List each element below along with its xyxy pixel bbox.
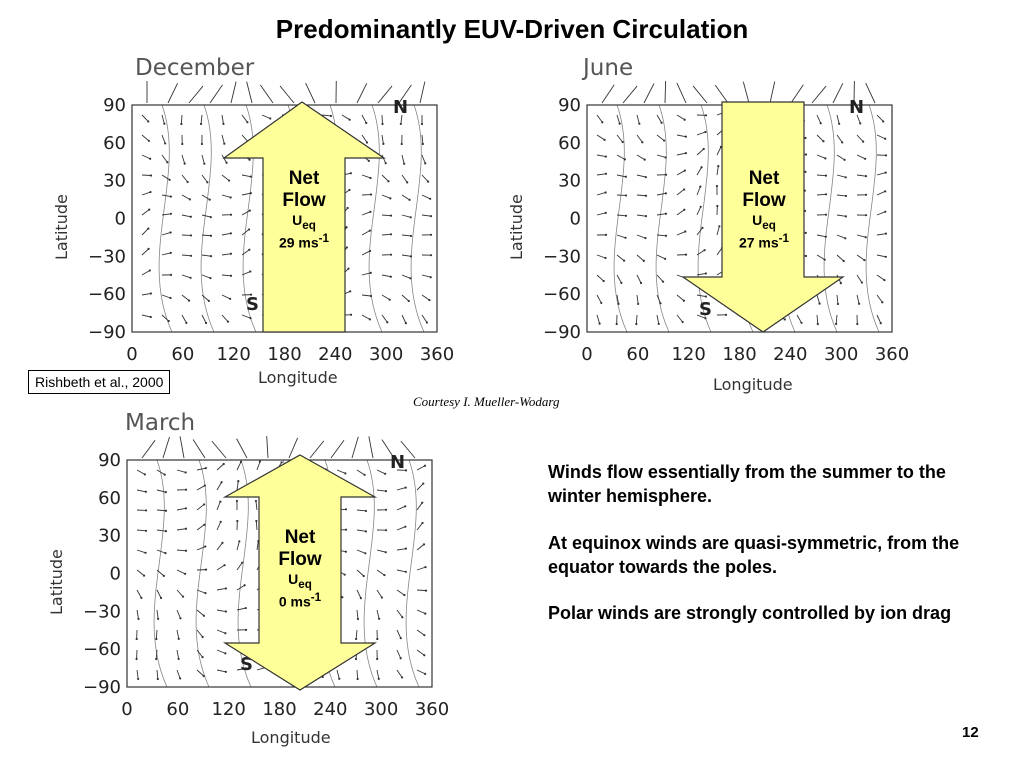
ueq-symbol: Ueq — [752, 211, 776, 232]
north-pole-label: N — [393, 97, 408, 118]
december-wind-map: December 90 60 30 0 −30 −60 −90 0 60 120 180 240 30… — [40, 50, 520, 395]
latitude-tick-label: 60 — [558, 133, 581, 154]
net-flow-arrow-down — [681, 101, 845, 333]
latitude-tick-label: −30 — [543, 246, 581, 267]
flow-text: Flow — [742, 189, 786, 211]
south-pole-label: S — [699, 299, 712, 320]
net-text: Net — [748, 168, 780, 189]
flow-text: Flow — [282, 189, 326, 211]
june-wind-map: June 90 60 30 0 −30 −60 −90 0 60 120 180 240 300 360… — [495, 50, 975, 395]
flow-speed: 0 ms-1 — [278, 590, 322, 610]
longitude-tick-label: 60 — [626, 344, 649, 365]
net-flow-label: Net Flow Ueq 29 ms-1 — [264, 168, 344, 251]
latitude-tick-label: −30 — [83, 601, 121, 622]
longitude-tick-label: 240 — [773, 344, 807, 365]
ueq-symbol: Ueq — [292, 211, 316, 232]
longitude-tick-label: 0 — [581, 344, 592, 365]
wind-plot-area — [131, 80, 438, 333]
longitude-tick-label: 180 — [722, 344, 756, 365]
flow-speed: 29 ms-1 — [278, 231, 330, 251]
longitude-ticks: 0 60 120 180 240 300 360 — [121, 699, 449, 720]
longitude-ticks: 0 60 120 180 240 300 360 — [581, 344, 909, 365]
y-axis-label: Latitude — [507, 194, 526, 260]
net-flow-arrow-up — [222, 101, 386, 333]
y-axis-label: Latitude — [52, 194, 71, 260]
note-polar-ion-drag: Polar winds are strongly controlled by i… — [548, 603, 952, 624]
latitude-tick-label: 60 — [103, 133, 126, 154]
longitude-tick-label: 0 — [126, 344, 137, 365]
longitude-tick-label: 180 — [267, 344, 301, 365]
latitude-ticks: 90 60 30 0 −30 −60 −90 — [83, 450, 121, 698]
latitude-tick-label: −30 — [88, 246, 126, 267]
net-flow-arrow-both — [222, 454, 378, 691]
south-pole-label: S — [246, 294, 259, 315]
latitude-tick-label: 0 — [570, 209, 581, 230]
latitude-tick-label: 30 — [98, 526, 121, 547]
latitude-tick-label: 0 — [115, 209, 126, 230]
latitude-tick-label: −90 — [543, 322, 581, 343]
longitude-tick-label: 360 — [415, 699, 449, 720]
longitude-tick-label: 120 — [211, 699, 245, 720]
net-text: Net — [284, 527, 316, 548]
longitude-tick-label: 300 — [824, 344, 858, 365]
latitude-ticks: 90 60 30 0 −30 −60 −90 — [543, 95, 581, 343]
net-flow-label: Net Flow Ueq 0 ms-1 — [260, 527, 340, 610]
longitude-tick-label: 300 — [369, 344, 403, 365]
longitude-tick-label: 120 — [671, 344, 705, 365]
x-axis-label: Longitude — [258, 368, 338, 387]
latitude-tick-label: 90 — [103, 95, 126, 116]
note-summer-winter: Winds flow essentially from the summer t… — [548, 462, 946, 507]
longitude-tick-label: 120 — [216, 344, 250, 365]
month-label: March — [125, 410, 195, 436]
longitude-tick-label: 60 — [166, 699, 189, 720]
latitude-tick-label: −60 — [543, 284, 581, 305]
longitude-tick-label: 240 — [313, 699, 347, 720]
notes-text: Winds flow essentially from the summer t… — [548, 460, 988, 647]
latitude-tick-label: 0 — [110, 564, 121, 585]
south-pole-label: S — [240, 654, 253, 675]
flow-speed: 27 ms-1 — [738, 231, 790, 251]
latitude-tick-label: −90 — [83, 677, 121, 698]
y-axis-label: Latitude — [47, 549, 66, 615]
longitude-tick-label: 300 — [364, 699, 398, 720]
note-equinox: At equinox winds are quasi-symmetric, fr… — [548, 532, 960, 577]
flow-text: Flow — [278, 548, 322, 570]
longitude-tick-label: 360 — [875, 344, 909, 365]
month-label: June — [581, 55, 633, 81]
latitude-tick-label: 90 — [558, 95, 581, 116]
page-number: 12 — [962, 724, 979, 741]
longitude-tick-label: 0 — [121, 699, 132, 720]
ueq-symbol: Ueq — [288, 570, 312, 591]
net-flow-label: Net Flow Ueq 27 ms-1 — [724, 168, 804, 251]
longitude-tick-label: 240 — [318, 344, 352, 365]
longitude-tick-label: 60 — [171, 344, 194, 365]
month-label: December — [135, 55, 255, 81]
march-wind-map: March 90 60 30 0 −30 −60 −90 0 60 120 180 240 300 36… — [35, 405, 515, 750]
slide-title: Predominantly EUV-Driven Circulation — [275, 14, 749, 44]
longitude-tick-label: 180 — [262, 699, 296, 720]
latitude-tick-label: −60 — [83, 639, 121, 660]
longitude-ticks: 0 60 120 180 240 300 360 — [126, 344, 454, 365]
latitude-tick-label: 30 — [558, 171, 581, 192]
citation-box: Rishbeth et al., 2000 — [28, 370, 171, 394]
north-pole-label: N — [849, 97, 864, 118]
x-axis-label: Longitude — [251, 728, 331, 747]
latitude-ticks: 90 60 30 0 −30 −60 −90 — [88, 95, 126, 343]
image-credit: Courtesy I. Mueller-Wodarg — [413, 394, 560, 409]
latitude-tick-label: 90 — [98, 450, 121, 471]
latitude-tick-label: −90 — [88, 322, 126, 343]
latitude-tick-label: −60 — [88, 284, 126, 305]
north-pole-label: N — [390, 452, 405, 473]
latitude-tick-label: 30 — [103, 171, 126, 192]
longitude-tick-label: 360 — [420, 344, 454, 365]
x-axis-label: Longitude — [713, 375, 793, 394]
latitude-tick-label: 60 — [98, 488, 121, 509]
net-text: Net — [288, 168, 320, 189]
